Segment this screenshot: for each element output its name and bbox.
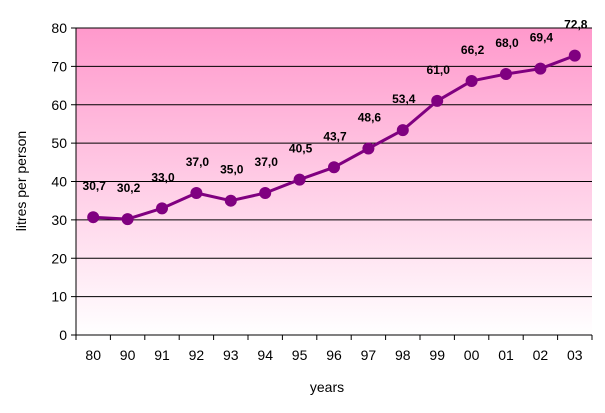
data-labels: 30,7 30,2 33,0 37,0 35,0 37,0 40,5 43,7 48,6 53,4… — [83, 18, 588, 195]
x-axis-title: years — [310, 379, 344, 395]
y-tick-label: 10 — [51, 289, 67, 305]
data-point — [190, 187, 203, 200]
x-tick-label: 90 — [120, 347, 136, 363]
y-tick-label: 70 — [51, 58, 67, 74]
x-tick-label: 99 — [429, 347, 445, 363]
data-label: 61,0 — [427, 63, 451, 77]
data-point — [156, 202, 168, 215]
data-label: 68,0 — [495, 36, 519, 50]
data-label: 37,0 — [186, 155, 210, 169]
data-label: 48,6 — [358, 110, 382, 124]
x-tick-label: 91 — [154, 347, 170, 363]
y-axis-title: litres per person — [13, 131, 29, 231]
y-tick-label: 0 — [59, 327, 67, 343]
data-label: 30,2 — [117, 181, 141, 195]
data-point — [87, 211, 100, 224]
data-label: 40,5 — [289, 142, 313, 156]
x-tick-label: 93 — [223, 347, 239, 363]
data-point — [396, 124, 409, 137]
y-tick-label: 20 — [51, 250, 67, 266]
data-label: 33,0 — [151, 170, 175, 184]
data-label: 37,0 — [255, 155, 279, 169]
x-tick-label: 95 — [292, 347, 308, 363]
series-layer — [87, 49, 581, 226]
data-point — [534, 62, 547, 75]
data-label: 53,4 — [392, 92, 416, 106]
data-point — [293, 173, 306, 186]
data-point — [500, 68, 512, 81]
data-point — [568, 49, 581, 62]
x-tick-labels: 80 90 91 92 93 94 95 96 97 98 99 00 01 02 03 — [85, 347, 582, 363]
y-tick-label: 60 — [51, 97, 67, 113]
y-tick-label: 40 — [51, 174, 67, 190]
x-tick-label: 00 — [464, 347, 480, 363]
data-point — [259, 187, 272, 200]
y-tick-labels: 0 10 20 30 40 50 60 70 80 — [51, 20, 67, 343]
x-tick-label: 03 — [567, 347, 583, 363]
x-tick-label: 97 — [361, 347, 377, 363]
data-point — [121, 213, 134, 226]
data-label: 35,0 — [220, 163, 244, 177]
data-label: 72,8 — [564, 18, 588, 32]
data-label: 43,7 — [323, 129, 347, 143]
data-point — [224, 194, 237, 207]
data-point — [362, 142, 375, 155]
axes — [71, 27, 593, 340]
x-tick-label: 02 — [533, 347, 549, 363]
x-tick-label: 80 — [85, 347, 101, 363]
data-label: 30,7 — [83, 179, 107, 193]
x-tick-label: 94 — [257, 347, 273, 363]
gridlines — [76, 27, 592, 298]
data-label: 69,4 — [530, 31, 554, 45]
y-tick-label: 50 — [51, 135, 67, 151]
x-tick-label: 98 — [395, 347, 411, 363]
y-tick-label: 30 — [51, 212, 67, 228]
data-point — [328, 161, 340, 174]
y-tick-label: 80 — [51, 20, 67, 36]
data-point — [431, 94, 444, 107]
x-tick-label: 01 — [498, 347, 514, 363]
x-tick-label: 92 — [189, 347, 205, 363]
data-label: 66,2 — [461, 43, 485, 57]
x-tick-label: 96 — [326, 347, 342, 363]
data-point — [465, 74, 478, 87]
